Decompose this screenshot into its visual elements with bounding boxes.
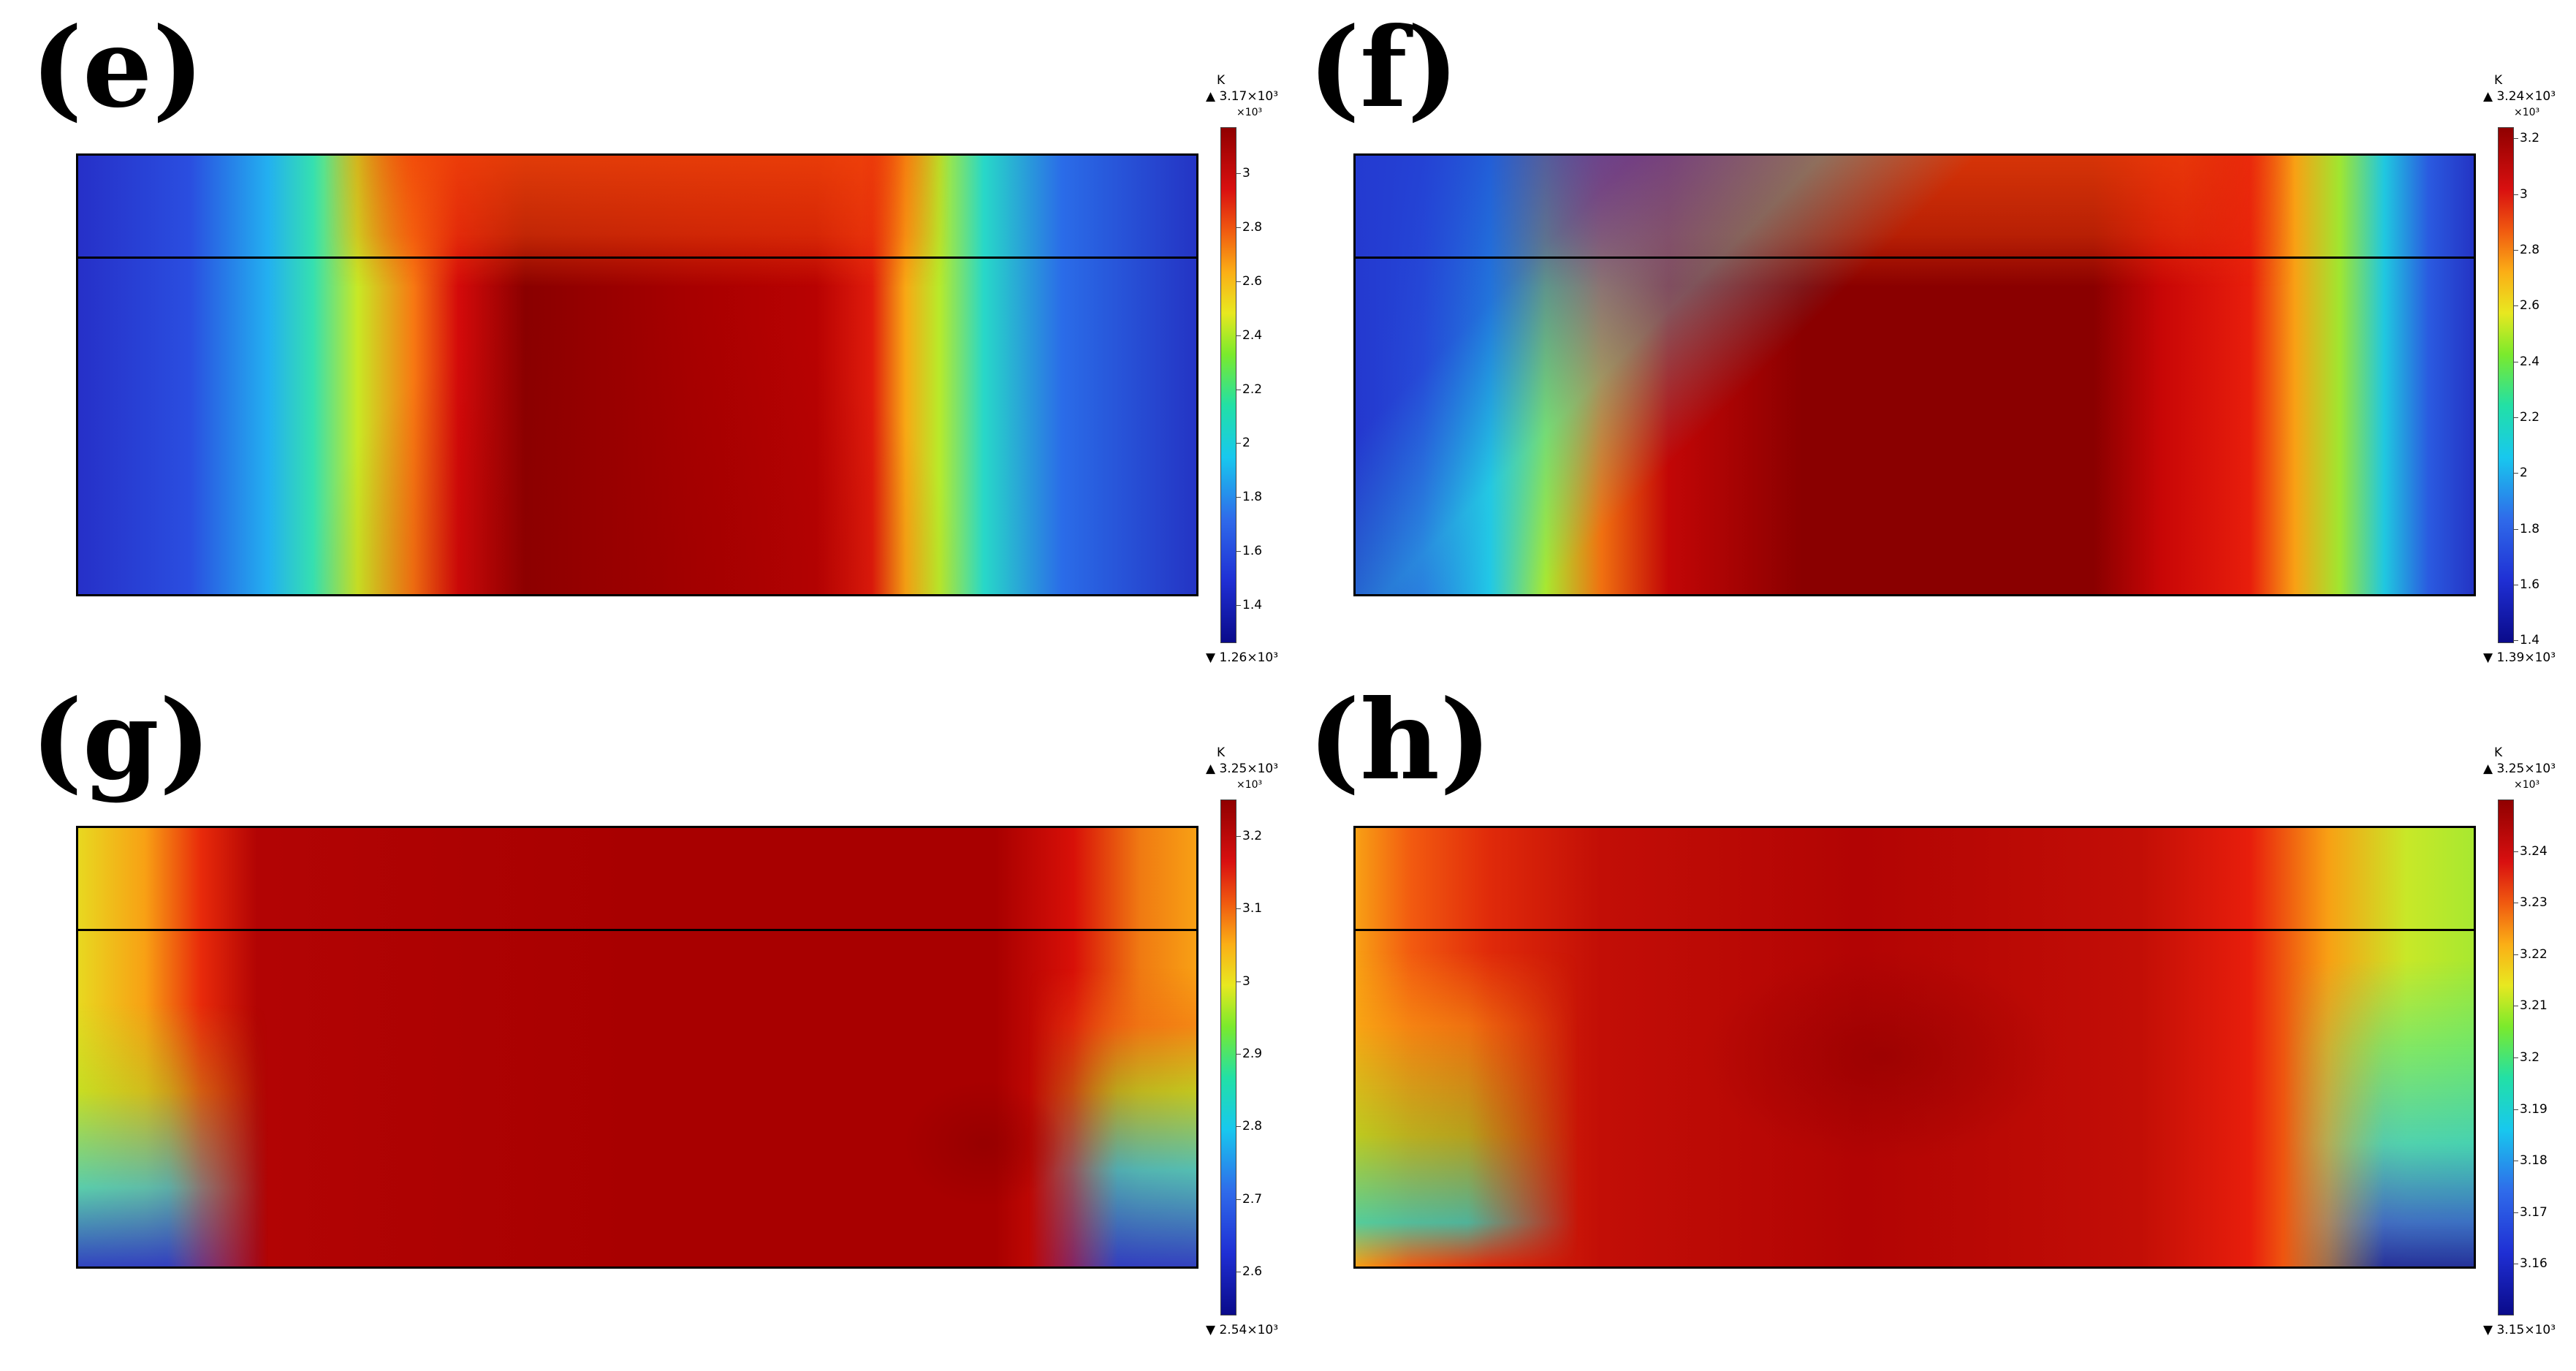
colorbar-tick: 3.18 [2514,1153,2547,1169]
interface-line [78,257,1196,259]
temperature-heatmap [76,826,1198,1269]
colorbar [1220,800,1236,1315]
colorbar-tick: 3.22 [2514,946,2547,962]
panel-h: (h) K ▲ 3.25×10³ ×10³ ▼ 3.15×10³ 3.16 3.1… [1277,672,2565,1358]
colorbar-tick: 2.9 [1236,1047,1263,1062]
temperature-heatmap [1353,826,2476,1269]
panel-e: (e) K ▲ 3.17×10³ ×10³ ▼ 1.26×10³ 1.4 1.6 1… [0,0,1288,686]
colorbar-tick: 3.2 [2513,1050,2540,1065]
panel-label: (e) [31,4,205,132]
colorbar [1220,127,1236,643]
colorbar-tick: 2.6 [1236,1264,1263,1280]
interface-line [78,929,1196,931]
colorbar-tick: 1.4 [2513,633,2540,648]
colorbar-tick: 2.2 [1236,381,1263,397]
colorbar-tick: 2.4 [2513,354,2540,369]
colorbar-tick: 3.16 [2514,1256,2547,1272]
colorbar-min: ▼ 1.26×10³ [1206,650,1279,665]
colorbar-min: ▼ 3.15×10³ [2483,1323,2556,1337]
colorbar-tick: 3 [1236,165,1250,181]
colorbar-multiplier: ×10³ [1236,107,1263,118]
colorbar-unit: K [1217,73,1226,88]
colorbar-tick: 2.7 [1236,1191,1263,1207]
colorbar-tick: 1.8 [1236,490,1263,505]
colorbar [2498,800,2514,1315]
colorbar-unit: K [1217,745,1226,760]
colorbar-multiplier: ×10³ [1236,779,1263,791]
colorbar-unit: K [2494,745,2503,760]
colorbar-max: ▲ 3.25×10³ [2483,762,2556,776]
panel-label: (f) [1308,4,1459,132]
colorbar-min: ▼ 1.39×10³ [2483,650,2556,665]
panel-label: (g) [31,676,211,805]
colorbar-tick: 3.23 [2514,895,2547,911]
colorbar-tick: 3.2 [2513,131,2540,146]
colorbar-tick: 2.8 [1236,1119,1263,1134]
temperature-heatmap [1353,153,2476,596]
colorbar-tick: 2 [1236,436,1250,451]
colorbar-tick: 3.2 [1236,828,1263,843]
colorbar-tick: 2.6 [1236,273,1263,289]
colorbar-max: ▲ 3.25×10³ [1206,762,1279,776]
colorbar-tick: 3.17 [2514,1204,2547,1220]
colorbar-tick: 1.4 [1236,598,1263,613]
interface-line [1356,929,2474,931]
colorbar-tick: 2.6 [2513,298,2540,314]
colorbar-tick: 1.6 [2513,577,2540,592]
panel-label: (h) [1308,676,1492,805]
colorbar-multiplier: ×10³ [2514,107,2540,118]
colorbar-min: ▼ 2.54×10³ [1206,1323,1279,1337]
panel-f: (f) K ▲ 3.24×10³ ×10³ ▼ 1.39×10³ 1.4 1.6 1… [1277,0,2565,686]
colorbar-tick: 3 [1236,973,1250,989]
colorbar-max: ▲ 3.24×10³ [2483,89,2556,104]
colorbar-unit: K [2494,73,2503,88]
colorbar-tick: 1.6 [1236,544,1263,559]
colorbar-max: ▲ 3.17×10³ [1206,89,1279,104]
colorbar-tick: 2 [2514,466,2528,481]
interface-line [1356,257,2474,259]
colorbar-tick: 1.8 [2513,521,2540,536]
colorbar-tick: 3.24 [2514,843,2547,859]
colorbar-tick: 3 [2514,186,2528,202]
colorbar-tick: 3.19 [2514,1101,2547,1117]
colorbar-tick: 2.8 [1236,219,1263,235]
colorbar-tick: 3.1 [1236,901,1263,916]
colorbar-tick: 3.21 [2514,998,2547,1014]
colorbar-tick: 2.4 [1236,327,1263,343]
colorbar-tick: 2.8 [2513,242,2540,257]
panel-g: (g) K ▲ 3.25×10³ ×10³ ▼ 2.54×10³ 2.6 2.7 2… [0,672,1288,1358]
colorbar-tick: 2.2 [2513,409,2540,425]
colorbar [2498,127,2514,643]
temperature-heatmap [76,153,1198,596]
colorbar-multiplier: ×10³ [2514,779,2540,791]
